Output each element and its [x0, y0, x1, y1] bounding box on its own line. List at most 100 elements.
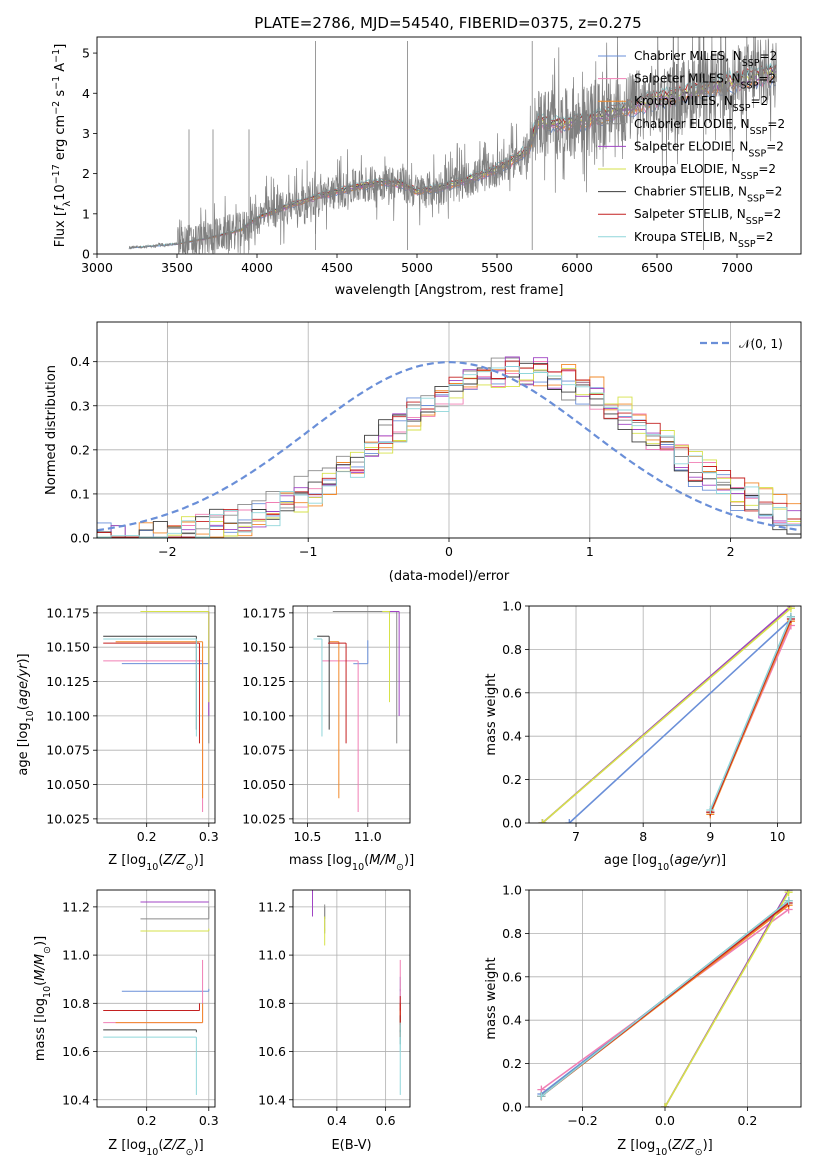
weight-line-5 — [541, 607, 792, 823]
y-tick-label: 10.175 — [46, 605, 90, 620]
legend-entry-8: Kroupa STELIB, NSSP=2 — [634, 230, 773, 250]
y-tick-label: 1.0 — [502, 883, 522, 898]
y-axis-label: mass weight — [484, 673, 499, 755]
legend-entry-7: Salpeter STELIB, NSSP=2 — [634, 207, 781, 227]
x-tick-label: 0.2 — [737, 1113, 757, 1128]
y-tick-label: 10.075 — [46, 743, 90, 758]
x-tick-label: 10 — [770, 829, 786, 844]
weight-marker-8 — [786, 612, 795, 621]
legend-entry-3: Chabrier ELODIE, NSSP=2 — [634, 117, 785, 137]
weight-line-7 — [709, 618, 792, 813]
plot-area-age-vs-Z — [97, 606, 215, 823]
y-tick-label: 0.2 — [70, 442, 90, 457]
x-tick-label: 8 — [639, 829, 647, 844]
y-tick-label: 5 — [82, 46, 90, 61]
y-tick-label: 10.100 — [46, 708, 90, 723]
y-tick-label: 10.6 — [258, 1044, 286, 1059]
x-axis-label: wavelength [Angstrom, rest frame] — [335, 283, 564, 298]
x-axis-label: Z [log10(Z/Z⊙)] — [617, 1138, 712, 1158]
y-tick-label: 0.6 — [502, 969, 522, 984]
x-tick-label: 3500 — [161, 260, 193, 275]
legend-entry-0: Chabrier MILES, NSSP=2 — [634, 49, 777, 69]
y-tick-label: 10.4 — [258, 1092, 286, 1107]
x-tick-label: 4000 — [241, 260, 273, 275]
y-tick-label: 10.025 — [242, 811, 286, 826]
data-spectrum — [128, 37, 778, 254]
figure-title: PLATE=2786, MJD=54540, FIBERID=0375, z=0… — [254, 14, 641, 32]
x-tick-label: 7000 — [721, 260, 753, 275]
y-tick-label: 0.8 — [502, 642, 522, 657]
plot-area-mass-vs-ebv — [293, 890, 410, 1107]
weight-line-8 — [540, 900, 790, 1097]
x-tick-label: 0.3 — [199, 1113, 219, 1128]
plot-area-spectrum — [128, 37, 778, 254]
panel-residuals: −2 −1 0 1 2 0.0 0.1 0.2 0.3 0.4 𝒩(0, 1) (data-model… — [44, 321, 802, 584]
y-tick-label: 11.0 — [258, 948, 286, 963]
weight-line-8 — [709, 616, 792, 811]
legend-entry-1: Salpeter MILES, NSSP=2 — [634, 72, 776, 92]
x-tick-label: 0.6 — [376, 1113, 396, 1128]
x-tick-label: 1 — [586, 544, 594, 559]
y-tick-label: 0.3 — [70, 398, 90, 413]
y-tick-label: 1 — [82, 206, 90, 221]
x-axis-label: mass [log10(M/M⊙)] — [289, 853, 414, 873]
y-tick-label: 2 — [82, 166, 90, 181]
y-tick-label: 0.4 — [502, 729, 522, 744]
axes-frame — [528, 889, 802, 1108]
x-tick-label: 0.4 — [327, 1113, 347, 1128]
y-tick-label: 1.0 — [502, 599, 522, 614]
axes-frame — [96, 889, 216, 1108]
weight-marker-5 — [784, 890, 793, 897]
legend-entry-2: Kroupa MILES, NSSP=2 — [634, 94, 768, 114]
axes-frame — [96, 605, 216, 824]
y-tick-label: 10.150 — [46, 640, 90, 655]
y-tick-label: 0.0 — [70, 531, 90, 546]
x-axis-label: (data-model)/error — [389, 569, 510, 584]
y-tick-label: 10.025 — [46, 811, 90, 826]
panel-mass-vs-ebv: 0.4 0.6 10.4 10.6 10.8 11.0 11.2 E(B-V) — [258, 889, 411, 1153]
weight-marker-8 — [706, 805, 715, 814]
plot-area-age-vs-mass — [293, 606, 410, 823]
weight-line-5 — [664, 891, 790, 1107]
x-tick-label: 6500 — [641, 260, 673, 275]
y-tick-label: 11.2 — [62, 899, 90, 914]
panel-weight-vs-age: 7 8 9 10 0.0 0.2 0.4 0.6 0.8 1.0 mass weight age [l… — [484, 599, 802, 873]
legend-entry-5: Kroupa ELODIE, NSSP=2 — [634, 162, 776, 182]
y-tick-label: 3 — [82, 126, 90, 141]
x-tick-label: −1 — [299, 544, 317, 559]
y-tick-label: 10.150 — [242, 640, 286, 655]
weight-line-0 — [568, 618, 792, 823]
x-axis-label: E(B-V) — [331, 1138, 371, 1153]
weight-marker-8 — [784, 896, 793, 905]
x-tick-label: −0.2 — [567, 1113, 597, 1128]
x-tick-label: 0 — [445, 544, 453, 559]
weight-marker-5 — [786, 606, 795, 613]
panel-age-vs-Z: 0.2 0.3 10.025 10.050 10.075 10.100 10.125 10.1… — [16, 605, 219, 872]
weight-marker-5 — [538, 819, 547, 823]
y-tick-label: 0.8 — [502, 926, 522, 941]
plot-area-weight-vs-age — [529, 606, 801, 823]
histogram-8 — [97, 366, 801, 538]
weight-line-2 — [709, 620, 792, 815]
axes-frame — [96, 36, 802, 255]
y-tick-label: 10.050 — [242, 777, 286, 792]
y-tick-label: 10.175 — [242, 605, 286, 620]
weight-marker-5 — [661, 1103, 669, 1107]
x-tick-label: 2 — [727, 544, 735, 559]
y-tick-label: 10.8 — [62, 996, 90, 1011]
panel-spectrum: 3000 3500 4000 4500 5000 5500 6000 6500 7000 0 1 2 3… — [51, 36, 802, 298]
y-axis-label: age [log10(age/yr)] — [16, 653, 36, 775]
x-axis-label: Z [log10(Z/Z⊙)] — [108, 1138, 203, 1158]
legend-entry-6: Chabrier STELIB, NSSP=2 — [634, 185, 782, 205]
y-tick-label: 10.125 — [242, 674, 286, 689]
weight-marker-8 — [537, 1092, 546, 1101]
y-tick-label: 10.8 — [258, 996, 286, 1011]
panel-age-vs-mass: 10.5 11.0 10.025 10.050 10.075 10.100 10.125 10… — [242, 605, 414, 872]
x-tick-label: 0.0 — [655, 1113, 675, 1128]
x-tick-label: 0.2 — [137, 1113, 157, 1128]
y-tick-label: 11.0 — [62, 948, 90, 963]
weight-marker-0 — [565, 819, 574, 823]
y-tick-label: 10.4 — [62, 1092, 90, 1107]
y-tick-label: 0.4 — [70, 354, 90, 369]
legend-entry-4: Salpeter ELODIE, NSSP=2 — [634, 139, 784, 159]
